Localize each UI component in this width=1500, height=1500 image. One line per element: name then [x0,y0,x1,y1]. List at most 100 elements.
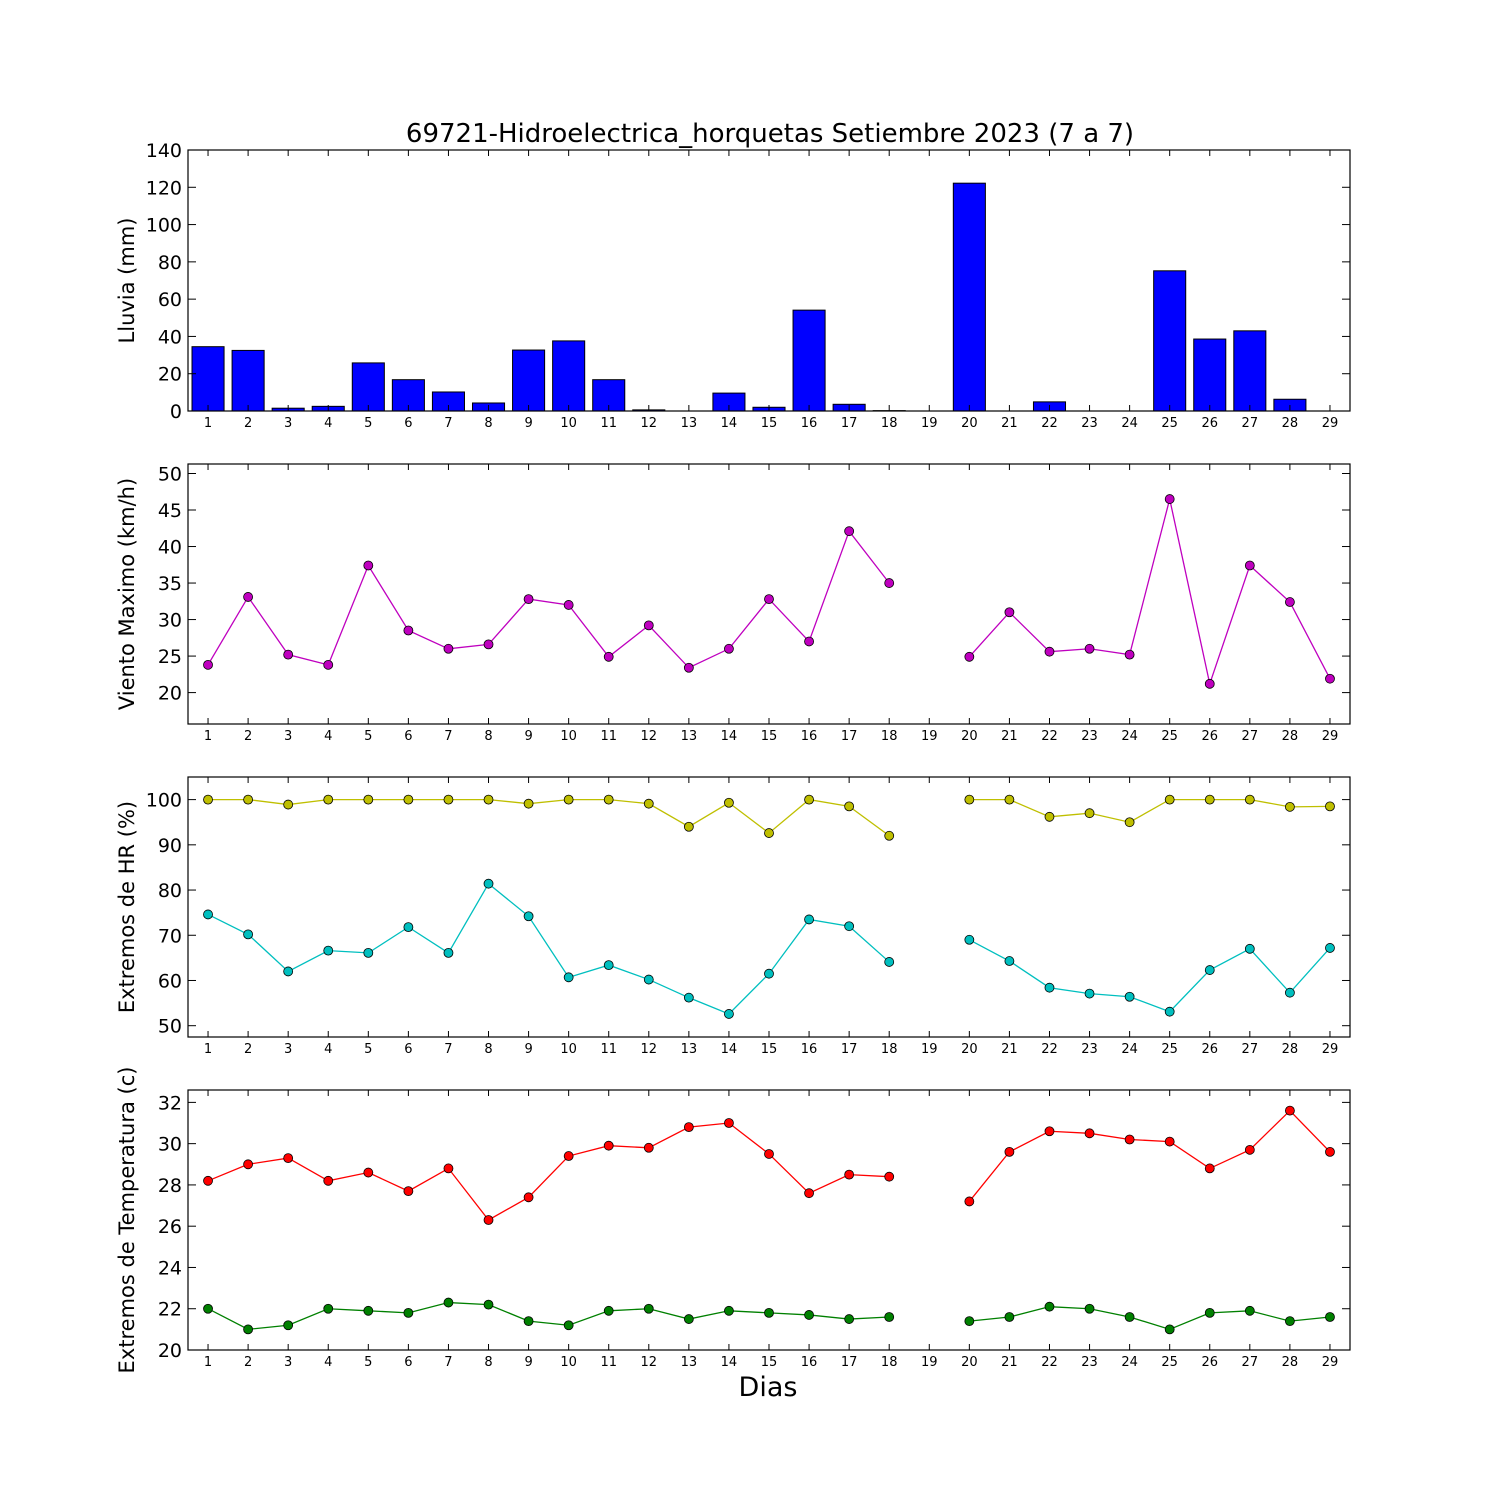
point-s2-day-17 [844,921,855,932]
x-tick-label: 9 [524,729,532,744]
point-s1-day-20 [964,794,975,805]
point-s1-day-27 [1244,560,1255,571]
point-s1-day-25 [1164,794,1175,805]
x-tick-label: 9 [524,1355,532,1370]
point-s1-day-28 [1285,597,1295,607]
point-s1-day-17 [844,1169,855,1180]
point-s1-day-12 [643,620,654,631]
point-s1-day-18 [884,578,895,588]
y-tick-label: 35 [158,573,182,595]
y-tick-label: 90 [158,835,182,857]
bar-day-26 [1193,338,1227,412]
point-s2-day-20 [964,1316,975,1327]
x-tick-label: 11 [600,1355,617,1370]
plot-frame [187,776,1351,1038]
x-tick-label: 19 [921,416,938,431]
y-tick-label: 50 [158,1016,182,1038]
point-s2-day-21 [1004,956,1015,966]
bar-day-10 [552,340,586,412]
point-s1-day-8 [483,639,494,650]
x-tick-label: 5 [364,416,372,431]
point-s2-day-3 [283,1320,294,1331]
point-s2-day-27 [1244,1305,1255,1316]
y-tick-label: 20 [158,364,182,386]
point-s2-day-4 [323,945,334,956]
point-s1-day-5 [363,794,374,805]
y-tick-label: 25 [158,646,182,668]
point-s2-day-7 [443,948,454,958]
x-tick-label: 6 [404,1042,412,1057]
point-s1-day-2 [243,794,254,805]
point-s1-day-3 [283,649,294,660]
point-s1-day-24 [1124,649,1135,660]
x-tick-label: 9 [524,1042,532,1057]
point-s1-day-3 [283,799,294,810]
point-s1-day-8 [483,1215,494,1225]
point-s1-day-23 [1084,1128,1095,1139]
x-tick-label: 29 [1322,1355,1339,1370]
x-tick-label: 29 [1322,416,1339,431]
x-tick-label: 23 [1081,1355,1098,1370]
bar-day-27 [1233,330,1267,412]
x-tick-label: 27 [1242,1042,1259,1057]
x-tick-label: 20 [961,1355,978,1370]
x-tick-label: 17 [841,1355,858,1370]
point-s1-day-25 [1164,1136,1175,1147]
x-tick-label: 12 [641,1355,658,1370]
y-axis-title: Extremos de Temperatura (c) [115,1067,139,1374]
x-tick-label: 28 [1282,729,1299,744]
point-s1-day-15 [764,1149,774,1159]
x-tick-label: 15 [761,1355,778,1370]
point-s2-day-22 [1044,982,1055,993]
series-2-line [207,882,890,1015]
point-s2-day-15 [764,1307,774,1318]
y-tick-label: 100 [146,215,182,237]
point-s1-day-6 [403,625,414,636]
point-s1-day-21 [1004,607,1015,618]
x-tick-label: 24 [1121,1355,1138,1370]
y-axis-title: Viento Maximo (km/h) [115,478,139,710]
x-tick-label: 2 [244,729,252,744]
point-s2-day-2 [243,1324,254,1335]
x-tick-label: 12 [641,729,658,744]
x-tick-label: 26 [1201,1355,1218,1370]
y-tick-label: 20 [158,1340,182,1362]
bar-day-9 [512,349,546,412]
point-s2-day-12 [643,974,654,985]
x-tick-label: 27 [1242,1355,1259,1370]
point-s1-day-6 [403,1186,414,1197]
point-s1-day-26 [1204,1163,1215,1174]
x-tick-label: 10 [560,416,577,431]
point-s2-day-8 [483,1299,494,1310]
point-s2-day-27 [1244,943,1255,954]
point-s1-day-18 [884,1171,895,1182]
x-tick-label: 14 [721,729,738,744]
x-tick-label: 13 [681,729,698,744]
x-tick-label: 15 [761,729,778,744]
x-tick-label: 20 [961,1042,978,1057]
x-tick-label: 12 [641,1042,658,1057]
point-s1-day-22 [1044,1126,1055,1137]
x-tick-label: 1 [204,416,212,431]
bar-day-16 [792,309,826,412]
x-tick-label: 24 [1121,1042,1138,1057]
x-tick-label: 4 [324,416,332,431]
y-tick-label: 60 [158,970,182,992]
point-s1-day-4 [323,794,334,805]
point-s1-day-20 [964,1196,975,1207]
y-tick-label: 30 [158,1134,182,1156]
point-s1-day-11 [603,651,614,662]
point-s1-day-25 [1164,494,1175,504]
bar-day-2 [231,349,265,412]
point-s1-day-12 [643,1142,654,1153]
point-s2-day-20 [964,934,975,945]
y-tick-label: 120 [146,177,182,199]
x-tick-label: 22 [1041,1355,1058,1370]
x-tick-label: 7 [444,729,452,744]
x-tick-label: 5 [364,1042,372,1057]
point-s2-day-24 [1124,991,1135,1002]
point-s1-day-3 [283,1153,294,1163]
x-tick-label: 25 [1161,1042,1178,1057]
